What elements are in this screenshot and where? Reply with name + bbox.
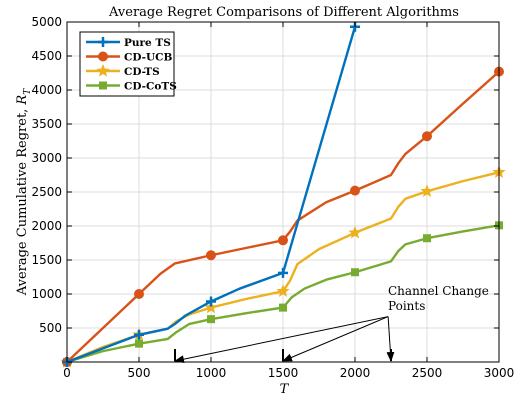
marker-cd-cots-1500 [279, 303, 287, 312]
legend: Pure TS CD-UCB CD-TS CD-CoTS [79, 31, 177, 97]
series-cd-ucb [62, 66, 504, 367]
legend-marker-cd-ts [96, 64, 110, 77]
x-tick-label-1000: 1000 [196, 366, 227, 380]
legend-label-cd-ucb: CD-UCB [124, 52, 173, 64]
legend-entry-cd-cots: CD-CoTS [86, 81, 177, 93]
x-tick-label-2500: 2500 [412, 366, 443, 380]
chart-title: Average Regret Comparisons of Different … [108, 5, 459, 20]
y-tick-label-4500: 4500 [31, 49, 62, 63]
series-line-cd-ucb [66, 70, 500, 363]
marker-cd-cots-1000 [207, 315, 215, 324]
annotation-line-1: Channel Change [388, 284, 489, 298]
x-tick-label-0: 0 [63, 366, 71, 380]
x-tick-label-3000: 3000 [484, 366, 515, 380]
y-tick-label-4000: 4000 [31, 83, 62, 97]
y-tick-label-500: 500 [39, 321, 62, 335]
legend-label-cd-cots: CD-CoTS [124, 81, 177, 93]
marker-cd-ts-2500 [420, 184, 434, 197]
marker-cd-ucb-2000 [350, 185, 360, 196]
y-tick-label-3500: 3500 [31, 117, 62, 131]
y-tick-label-1500: 1500 [31, 253, 62, 267]
y-axis-label-symbol: R [15, 95, 30, 106]
series-line-cd-cots [66, 224, 500, 364]
y-tick-label-3000: 3000 [31, 151, 62, 165]
marker-pure-ts-500 [134, 329, 144, 340]
plot-series [60, 21, 506, 368]
axis-ticks: 0 500 1000 1500 2000 2500 3000 500 1000 1500 2000 2… [31, 15, 514, 380]
annotation-arrow-1500 [282, 316, 389, 362]
marker-cd-ts-2000 [348, 225, 362, 239]
marker-cd-ucb-1500 [278, 235, 288, 246]
x-tick-label-2000: 2000 [340, 366, 371, 380]
channel-change-annotation: Channel Change Points [174, 284, 489, 364]
series-line-pure-ts [66, 26, 357, 364]
x-axis-label: T [280, 382, 290, 397]
annotation-arrow-750 [174, 316, 389, 364]
marker-cd-ts-1000 [204, 300, 218, 314]
marker-cd-ts-1500 [276, 284, 290, 297]
legend-marker-pure-ts [98, 37, 108, 47]
annotation-line-2: Points [388, 299, 425, 313]
x-tick-label-1500: 1500 [268, 366, 299, 380]
legend-entry-pure-ts: Pure TS [86, 37, 171, 49]
marker-pure-ts-1500 [278, 267, 288, 278]
legend-marker-cd-cots [99, 81, 107, 90]
y-axis-label-sub: T [23, 88, 33, 95]
y-tick-label-5000: 5000 [31, 15, 62, 29]
marker-cd-ucb-500 [134, 289, 144, 299]
marker-pure-ts-1000 [206, 296, 216, 307]
y-tick-label-1000: 1000 [31, 287, 62, 301]
legend-marker-cd-ucb [98, 51, 108, 62]
marker-cd-cots-2000 [351, 268, 359, 277]
legend-entry-cd-ucb: CD-UCB [86, 51, 173, 64]
marker-cd-cots-500 [135, 339, 143, 348]
legend-entry-cd-ts: CD-TS [86, 64, 160, 78]
legend-label-pure-ts: Pure TS [124, 37, 171, 49]
marker-cd-cots-2500 [423, 234, 431, 243]
y-tick-label-2500: 2500 [31, 185, 62, 199]
y-axis-label: Average Cumulative Regret, RT [15, 88, 33, 297]
marker-cd-ucb-1000 [206, 250, 216, 261]
x-tick-label-500: 500 [128, 366, 151, 380]
legend-label-cd-ts: CD-TS [124, 66, 160, 78]
y-axis-label-text: Average Cumulative Regret, [15, 105, 30, 297]
y-tick-label-2000: 2000 [31, 219, 62, 233]
marker-cd-ucb-2500 [422, 131, 432, 142]
